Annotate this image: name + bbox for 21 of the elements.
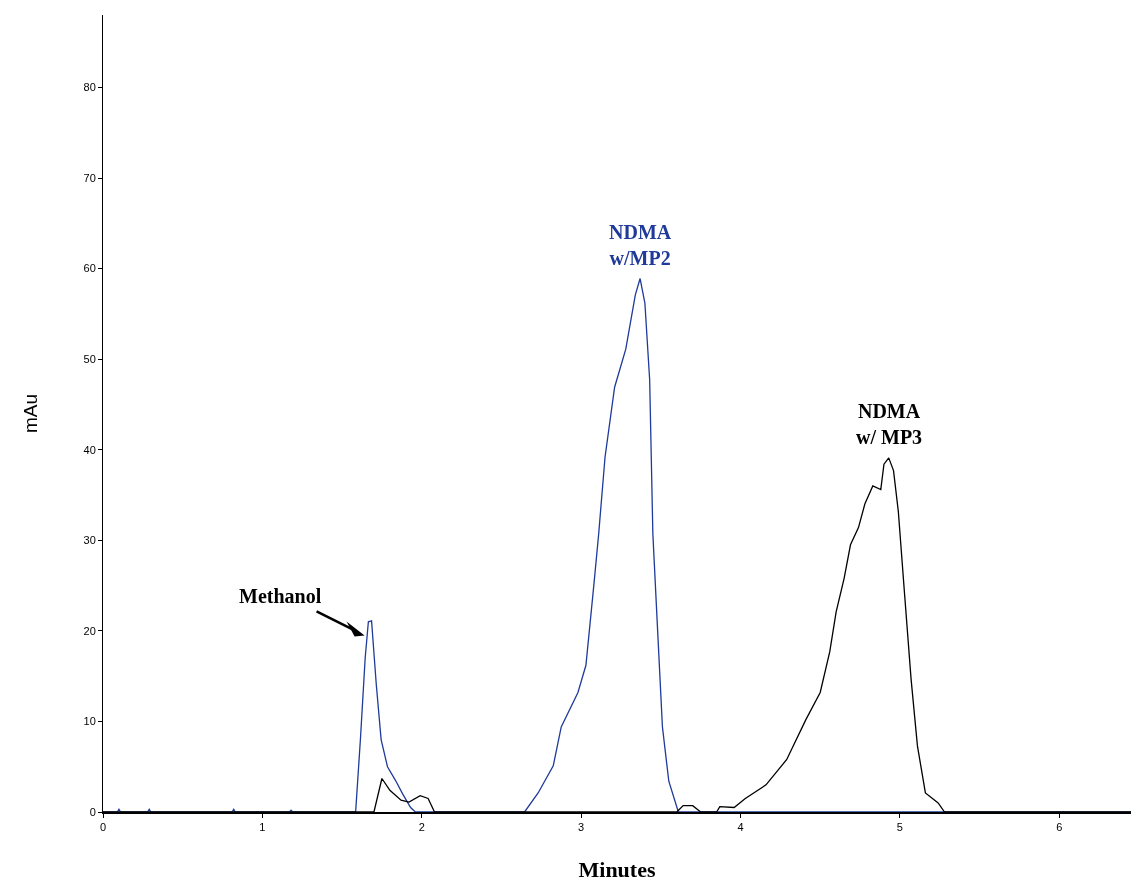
y-tick-label: 10 xyxy=(83,715,96,728)
x-tick-label: 1 xyxy=(259,820,266,833)
x-tick-label: 5 xyxy=(896,820,903,833)
y-tick-label: 80 xyxy=(83,81,96,94)
x-tick-label: 0 xyxy=(99,820,107,833)
annotation: Methanol xyxy=(239,585,322,607)
annotation: NDMA w/ MP3 xyxy=(856,400,923,448)
annotation: NDMA w/MP2 xyxy=(609,221,672,269)
y-tick-label: 40 xyxy=(83,443,96,456)
x-tick-label: 4 xyxy=(737,820,744,833)
y-tick-label: 70 xyxy=(83,171,96,184)
y-tick-label: 30 xyxy=(83,534,96,547)
y-tick-label: 60 xyxy=(83,262,96,275)
y-tick-label: 20 xyxy=(83,624,96,637)
x-tick-label: 6 xyxy=(1056,820,1063,833)
y-tick-label: 50 xyxy=(83,353,96,366)
y-tick-label: 0 xyxy=(89,805,96,818)
x-tick-label: 2 xyxy=(418,820,425,833)
x-tick-label: 3 xyxy=(578,820,585,833)
y-axis-title: mAu xyxy=(20,393,42,434)
x-axis-title: Minutes xyxy=(578,857,656,883)
